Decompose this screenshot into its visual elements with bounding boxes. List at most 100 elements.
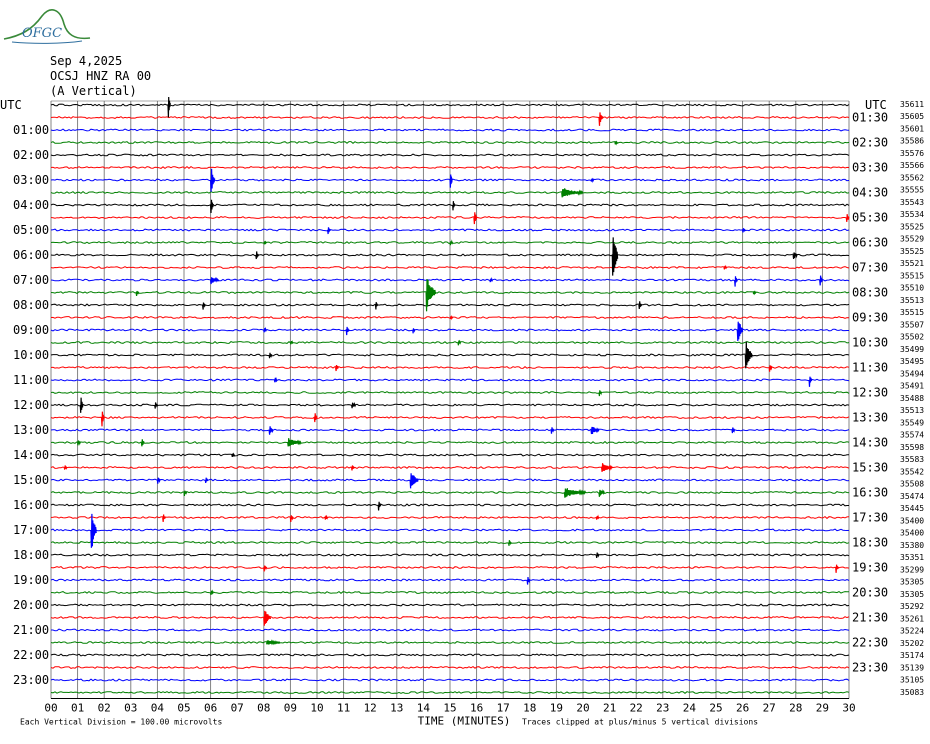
x-tick-label: 17 bbox=[497, 702, 510, 715]
hour-label-right: 09:30 bbox=[852, 311, 888, 325]
hour-label-right: 15:30 bbox=[852, 461, 888, 475]
hour-label-right: 14:30 bbox=[852, 436, 888, 450]
seismic-event-54 bbox=[287, 438, 302, 447]
x-tick-label: 15 bbox=[443, 702, 456, 715]
trace-value-label: 35491 bbox=[900, 382, 924, 391]
trace-row-27 bbox=[50, 440, 850, 445]
trace-row-40 bbox=[50, 603, 850, 607]
seismic-event-56 bbox=[63, 465, 68, 470]
left-axis-title: UTC bbox=[0, 98, 22, 112]
seismic-event-77 bbox=[263, 610, 272, 626]
trace-value-label: 35507 bbox=[900, 320, 924, 329]
seismic-event-46 bbox=[100, 411, 105, 427]
trace-value-label: 35510 bbox=[900, 284, 924, 293]
seismic-event-25 bbox=[752, 290, 757, 296]
trace-row-44 bbox=[50, 653, 850, 657]
trace-row-10 bbox=[50, 228, 850, 232]
hour-label-left: 20:00 bbox=[13, 598, 49, 612]
seismic-event-41 bbox=[808, 376, 813, 387]
trace-value-label: 35513 bbox=[900, 406, 924, 415]
trace-value-label: 35305 bbox=[900, 590, 924, 599]
seismic-event-47 bbox=[313, 413, 318, 423]
x-tick-label: 18 bbox=[523, 702, 536, 715]
trace-row-8 bbox=[50, 203, 850, 207]
trace-value-label: 35502 bbox=[900, 333, 924, 342]
trace-value-label: 35515 bbox=[900, 271, 924, 280]
hour-label-right: 07:30 bbox=[852, 261, 888, 275]
seismic-event-52 bbox=[77, 440, 81, 446]
scale-note: Each Vertical Division = 100.00 microvol… bbox=[20, 718, 222, 727]
hour-label-left: 08:00 bbox=[13, 298, 49, 312]
x-tick-label: 06 bbox=[204, 702, 217, 715]
seismic-event-18 bbox=[723, 264, 728, 270]
seismic-event-45 bbox=[351, 401, 357, 409]
trace-row-15 bbox=[50, 291, 850, 295]
seismic-event-36 bbox=[268, 352, 273, 359]
seismic-event-12 bbox=[742, 228, 746, 233]
trace-value-label: 35611 bbox=[900, 100, 924, 109]
x-tick-label: 19 bbox=[550, 702, 563, 715]
x-tick-label: 27 bbox=[763, 702, 776, 715]
trace-row-12 bbox=[50, 253, 850, 257]
x-tick-label: 13 bbox=[390, 702, 403, 715]
x-tick-label: 09 bbox=[284, 702, 297, 715]
seismic-event-23 bbox=[135, 290, 140, 296]
trace-row-30 bbox=[50, 478, 850, 482]
component-label: (A Vertical) bbox=[50, 84, 137, 98]
trace-value-label: 35299 bbox=[900, 565, 924, 574]
x-tick-label: 29 bbox=[816, 702, 829, 715]
x-tick-label: 23 bbox=[656, 702, 669, 715]
trace-value-label: 35445 bbox=[900, 504, 924, 513]
seismic-event-73 bbox=[263, 565, 268, 572]
trace-value-label: 35400 bbox=[900, 529, 924, 538]
seismic-event-21 bbox=[734, 276, 738, 287]
seismic-event-76 bbox=[210, 589, 214, 595]
seismic-event-24 bbox=[425, 278, 436, 312]
seismic-event-72 bbox=[595, 552, 600, 558]
trace-row-4 bbox=[50, 153, 850, 157]
hour-label-left: 21:00 bbox=[13, 623, 49, 637]
hour-label-left: 01:00 bbox=[13, 123, 49, 137]
seismic-event-57 bbox=[351, 465, 355, 471]
x-tick-label: 24 bbox=[683, 702, 697, 715]
trace-value-label: 35494 bbox=[900, 369, 924, 378]
seismic-event-74 bbox=[835, 564, 839, 573]
seismic-event-4 bbox=[449, 174, 453, 188]
clip-note: Traces clipped at plus/minus 5 vertical … bbox=[522, 718, 758, 727]
x-tick-label: 01 bbox=[71, 702, 84, 715]
seismic-event-22 bbox=[819, 275, 823, 286]
trace-row-39 bbox=[50, 590, 850, 595]
trace-row-14 bbox=[50, 278, 850, 282]
seismic-event-58 bbox=[601, 463, 613, 472]
seismic-event-19 bbox=[210, 276, 220, 285]
hour-label-right: 03:30 bbox=[852, 161, 888, 175]
seismic-event-5 bbox=[590, 177, 595, 184]
hour-label-right: 16:30 bbox=[852, 486, 888, 500]
trace-row-2 bbox=[50, 128, 850, 132]
trace-value-label: 35555 bbox=[900, 186, 924, 195]
trace-value-label: 35224 bbox=[900, 627, 924, 636]
seismic-event-70 bbox=[90, 513, 97, 548]
hour-label-right: 06:30 bbox=[852, 236, 888, 250]
trace-value-label: 35474 bbox=[900, 492, 924, 501]
x-tick-label: 30 bbox=[842, 702, 855, 715]
seismic-event-53 bbox=[140, 439, 145, 447]
trace-value-label: 35139 bbox=[900, 663, 924, 672]
hour-label-left: 07:00 bbox=[13, 273, 49, 287]
trace-value-label: 35543 bbox=[900, 198, 924, 207]
seismic-event-69 bbox=[595, 514, 600, 520]
trace-row-20 bbox=[50, 353, 850, 357]
trace-value-label: 35515 bbox=[900, 308, 924, 317]
hour-label-right: 04:30 bbox=[852, 186, 888, 200]
trace-value-label: 35380 bbox=[900, 541, 924, 550]
labels: UTC UTC 01:00 02:00 03:00 04:00 05:00 06:00 07:0… bbox=[0, 98, 924, 728]
seismic-event-27 bbox=[374, 302, 379, 310]
x-tick-label: 22 bbox=[630, 702, 643, 715]
trace-row-46 bbox=[50, 678, 850, 682]
seismic-event-29 bbox=[449, 315, 454, 321]
seismic-event-30 bbox=[263, 326, 268, 333]
hour-label-right: 18:30 bbox=[852, 536, 888, 550]
trace-row-19 bbox=[50, 340, 850, 345]
x-tick-label: 00 bbox=[44, 702, 57, 715]
